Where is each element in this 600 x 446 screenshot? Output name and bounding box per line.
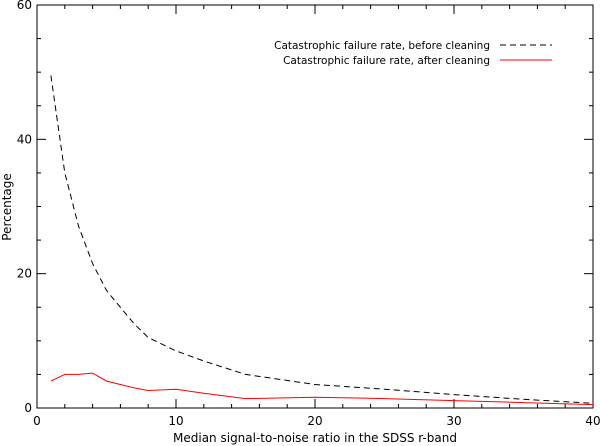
series-line-1 [50, 75, 594, 404]
x-tick-label: 40 [585, 414, 600, 428]
axis-ticks [36, 4, 594, 409]
tick-labels: 0 10 20 30 40 0 20 40 60 [17, 0, 600, 428]
legend-label: Catastrophic failure rate, before cleani… [274, 40, 490, 52]
legend-label: Catastrophic failure rate, after cleanin… [283, 55, 490, 67]
legend: Catastrophic failure rate, before cleani… [274, 40, 552, 67]
y-tick-label: 60 [17, 0, 32, 12]
y-tick-label: 40 [17, 132, 32, 146]
series-line-2 [50, 372, 594, 406]
x-axis-label: Median signal-to-noise ratio in the SDSS… [173, 431, 457, 445]
y-axis-label: Percentage [0, 173, 14, 241]
x-tick-label: 20 [307, 414, 322, 428]
x-tick-label: 10 [168, 414, 183, 428]
y-tick-label: 0 [24, 401, 32, 415]
series-layer [50, 75, 594, 406]
x-tick-label: 0 [33, 414, 41, 428]
x-tick-label: 30 [446, 414, 461, 428]
y-tick-label: 20 [17, 267, 32, 281]
